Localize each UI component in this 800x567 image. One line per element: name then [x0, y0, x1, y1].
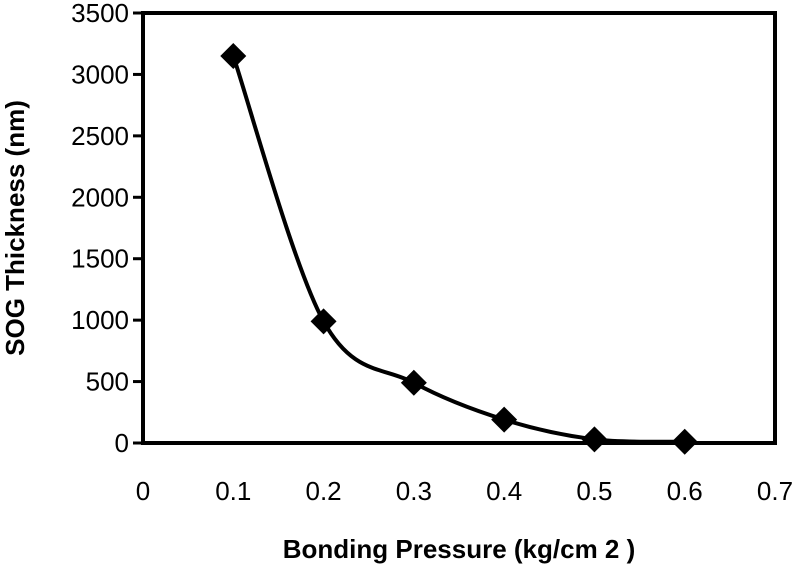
trend-line [231, 55, 685, 444]
y-axis-title: SOG Thickness (nm) [0, 100, 30, 356]
x-tick-label: 0.5 [576, 476, 612, 506]
y-tick-label: 2500 [71, 121, 129, 151]
data-point [491, 406, 518, 433]
x-tick-label: 0.1 [215, 476, 251, 506]
data-points [220, 43, 698, 455]
x-tick-label: 0.6 [667, 476, 703, 506]
y-tick-label: 3000 [71, 59, 129, 89]
x-tick-label: 0.4 [486, 476, 522, 506]
x-tick-label: 0.7 [757, 476, 793, 506]
y-tick-label: 2000 [71, 182, 129, 212]
y-tick-label: 500 [86, 367, 129, 397]
y-tick-label: 3500 [71, 0, 129, 28]
data-point [671, 428, 698, 455]
data-point [220, 43, 247, 69]
x-tick-label: 0.2 [305, 476, 341, 506]
x-axis-title: Bonding Pressure (kg/cm 2 ) [283, 534, 636, 564]
x-tick-label: 0.3 [396, 476, 432, 506]
data-point [310, 308, 337, 335]
x-axis-ticks: 0 0.1 0.2 0.3 0.4 0.5 0.6 0.7 [136, 476, 793, 506]
y-axis-ticks: 0 500 1000 1500 2000 2500 3000 3500 [71, 0, 143, 458]
y-tick-label: 0 [115, 428, 129, 458]
data-point [581, 426, 608, 453]
plot-area [141, 11, 777, 445]
data-point [400, 369, 427, 396]
x-tick-label: 0 [136, 476, 150, 506]
y-tick-label: 1500 [71, 244, 129, 274]
y-tick-label: 1000 [71, 305, 129, 335]
